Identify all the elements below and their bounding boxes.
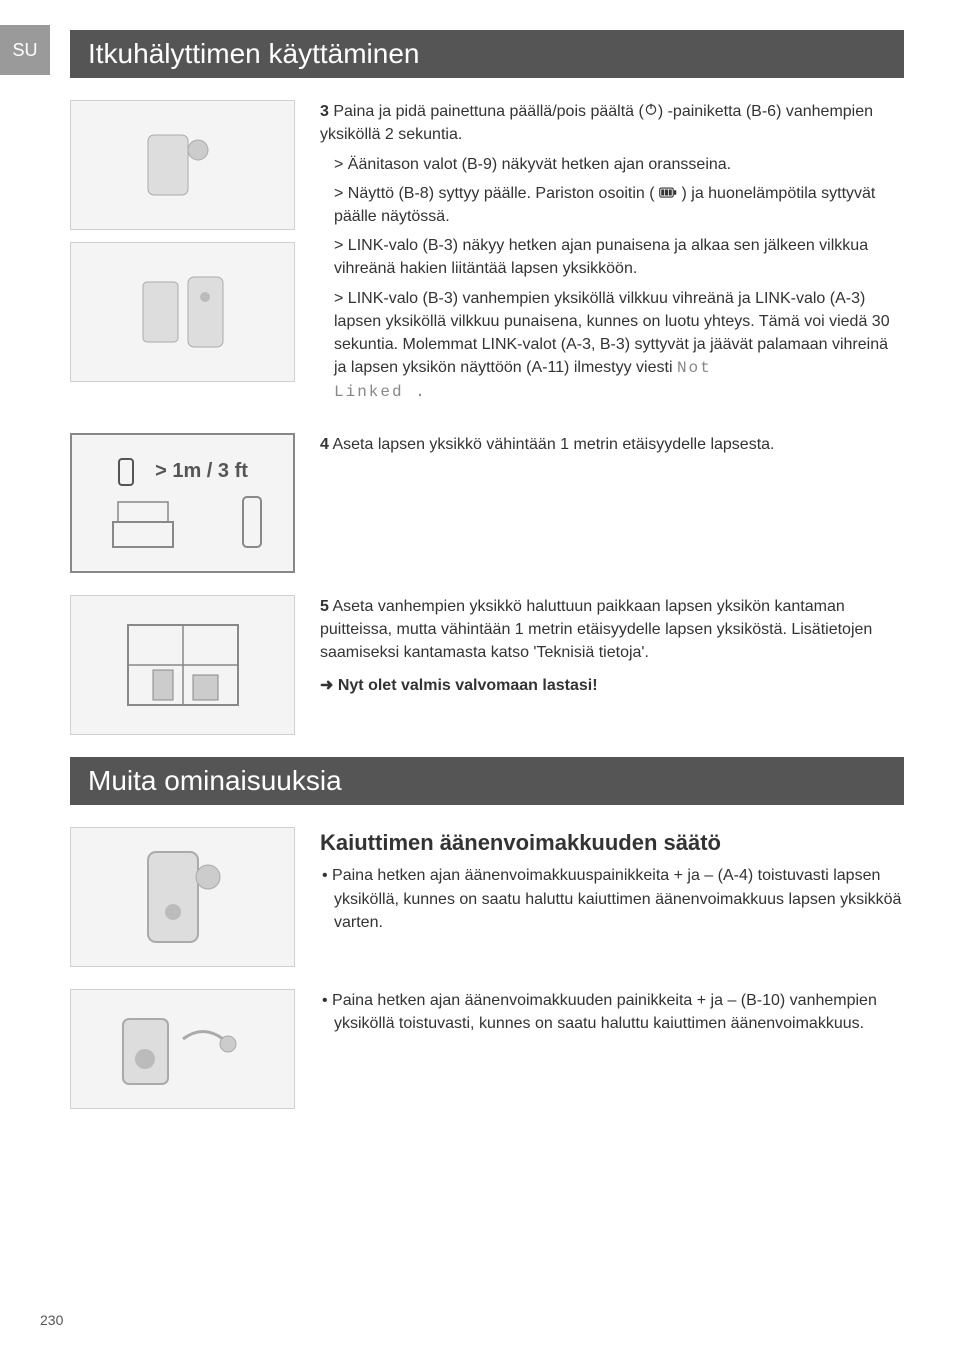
volume1-body: Paina hetken ajan äänenvoimakkuuspainikk… (332, 867, 901, 930)
power-icon (644, 100, 658, 123)
battery-icon (659, 182, 677, 205)
step5-row: 5 Aseta vanhempien yksikkö haluttuun pai… (70, 595, 904, 735)
step5-body: Aseta vanhempien yksikkö haluttuun paikk… (320, 598, 872, 661)
step4-img-label: > 1m / 3 ft (155, 460, 248, 483)
step5-p: 5 Aseta vanhempien yksikkö haluttuun pai… (320, 595, 904, 665)
section1-title: Itkuhälyttimen käyttäminen (70, 30, 904, 78)
step5-image (70, 595, 295, 735)
language-tab: SU (0, 25, 50, 75)
step3-lead-a: Paina ja pidä painettuna päällä/pois pää… (333, 103, 643, 120)
step5-text: 5 Aseta vanhempien yksikkö haluttuun pai… (320, 595, 904, 704)
step3-b2a: > Näyttö (B-8) syttyy päälle. Pariston o… (334, 185, 655, 202)
step4-num: 4 (320, 436, 329, 453)
step3-image-a (70, 100, 295, 230)
step3-lead: 3 Paina ja pidä painettuna päällä/pois p… (320, 100, 904, 147)
step3-b2: > Näyttö (B-8) syttyy päälle. Pariston o… (320, 182, 904, 229)
step3-image-b (70, 242, 295, 382)
volume2-text: • Paina hetken ajan äänenvoimakkuuden pa… (320, 989, 904, 1041)
volume-heading: Kaiuttimen äänenvoimakkuuden säätö (320, 827, 904, 859)
step5-num: 5 (320, 598, 329, 615)
step3-b3: > LINK-valo (B-3) näkyy hetken ajan puna… (320, 234, 904, 280)
step3-b4: > LINK-valo (B-3) vanhempien yksiköllä v… (320, 287, 904, 405)
step3-b4-text: > LINK-valo (B-3) vanhempien yksiköllä v… (334, 290, 890, 377)
lcd-text-1: Not (677, 359, 712, 377)
step3-images (70, 100, 295, 382)
volume1-images (70, 827, 295, 967)
step4-images: > 1m / 3 ft (70, 433, 295, 573)
step4-p: 4 Aseta lapsen yksikkö vähintään 1 metri… (320, 433, 904, 456)
volume1-image (70, 827, 295, 967)
volume2-body: Paina hetken ajan äänenvoimakkuuden pain… (332, 992, 877, 1032)
volume2-p: • Paina hetken ajan äänenvoimakkuuden pa… (320, 989, 904, 1035)
page-number: 230 (40, 1312, 63, 1328)
volume2-images (70, 989, 295, 1109)
step3-row: 3 Paina ja pidä painettuna päällä/pois p… (70, 100, 904, 411)
volume2-image (70, 989, 295, 1109)
section2-title: Muita ominaisuuksia (70, 757, 904, 805)
step4-image: > 1m / 3 ft (70, 433, 295, 573)
step3-b1: > Äänitason valot (B-9) näkyvät hetken a… (320, 153, 904, 176)
lcd-text-2: Linked . (334, 383, 427, 401)
volume-row-1: Kaiuttimen äänenvoimakkuuden säätö • Pai… (70, 827, 904, 967)
step5-arrow: ➜ Nyt olet valmis valvomaan lastasi! (320, 674, 904, 697)
volume1-p: • Paina hetken ajan äänenvoimakkuuspaini… (320, 864, 904, 934)
step4-row: > 1m / 3 ft 4 Aseta lapsen yksikkö vähin… (70, 433, 904, 573)
volume-row-2: • Paina hetken ajan äänenvoimakkuuden pa… (70, 989, 904, 1109)
volume1-text: Kaiuttimen äänenvoimakkuuden säätö • Pai… (320, 827, 904, 940)
step4-text: 4 Aseta lapsen yksikkö vähintään 1 metri… (320, 433, 904, 462)
step3-text: 3 Paina ja pidä painettuna päällä/pois p… (320, 100, 904, 411)
step5-images (70, 595, 295, 735)
step3-num: 3 (320, 103, 329, 120)
step4-body: Aseta lapsen yksikkö vähintään 1 metrin … (332, 436, 774, 453)
page-content: Itkuhälyttimen käyttäminen 3 Paina ja pi… (70, 30, 904, 1109)
